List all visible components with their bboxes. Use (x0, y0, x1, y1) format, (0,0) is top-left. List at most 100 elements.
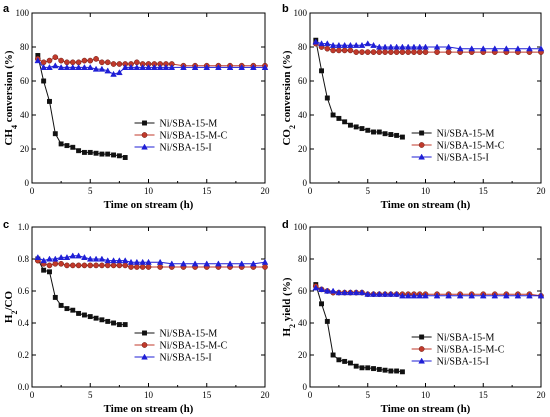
legend-marker (418, 153, 425, 160)
data-point (122, 155, 128, 160)
data-point (537, 45, 545, 52)
data-point (93, 262, 99, 269)
data-point (46, 63, 53, 70)
data-point (336, 357, 342, 363)
data-point (456, 292, 464, 299)
x-tick-label: 0 (30, 390, 35, 400)
legend: Ni/SBA-15-MNi/SBA-15-M-CNi/SBA-15-I (134, 329, 228, 364)
data-point (445, 49, 452, 55)
legend: Ni/SBA-15-MNi/SBA-15-M-CNi/SBA-15-I (411, 129, 505, 164)
y-tick-label: 40 (298, 318, 308, 328)
legend-label: Ni/SBA-15-I (437, 357, 489, 368)
data-point (393, 43, 400, 50)
data-point (46, 255, 53, 262)
data-point (122, 262, 129, 269)
data-point (191, 63, 199, 70)
data-point (388, 49, 394, 55)
data-point (387, 43, 395, 50)
data-point (87, 262, 94, 269)
data-point (394, 132, 400, 138)
y-axis-title: CH4 conversion (%) (3, 50, 19, 145)
data-point (381, 43, 389, 50)
y-tick-label: 40 (20, 110, 30, 120)
data-point (110, 257, 117, 264)
data-point (422, 49, 429, 55)
y-tick-label: 60 (298, 76, 308, 86)
series-Ni/SBA-15-M-C (34, 54, 268, 69)
data-point (347, 41, 354, 48)
data-point (116, 69, 123, 76)
data-point (456, 45, 464, 52)
data-point (330, 352, 336, 358)
data-point (318, 285, 325, 292)
data-point (57, 63, 65, 70)
x-tick-label: 20 (537, 186, 547, 196)
data-point (87, 314, 93, 320)
data-point (324, 45, 331, 52)
data-point (381, 290, 389, 297)
x-tick-label: 15 (202, 186, 212, 196)
data-point (410, 43, 418, 50)
data-point (479, 45, 487, 52)
data-point (98, 65, 106, 72)
legend-label: Ni/SBA-15-M-C (160, 131, 228, 142)
data-point (139, 258, 146, 265)
data-point (70, 307, 76, 313)
data-point (364, 40, 372, 47)
data-point (262, 264, 268, 270)
x-tick-label: 0 (308, 186, 313, 196)
data-point (352, 289, 360, 296)
series-Ni/SBA-15-I (34, 57, 269, 77)
x-tick-label: 10 (421, 390, 431, 400)
data-point (76, 148, 82, 154)
data-point (261, 63, 269, 70)
data-point (503, 45, 510, 52)
data-point (111, 152, 116, 158)
data-point (399, 369, 405, 375)
data-point (364, 49, 371, 55)
data-point (388, 132, 394, 138)
data-point (57, 253, 65, 260)
y-tick-label: 0.2 (18, 350, 29, 360)
series-line (37, 55, 126, 158)
data-point (40, 63, 47, 70)
legend-marker (142, 120, 147, 126)
data-point (526, 45, 533, 52)
x-tick-label: 5 (88, 186, 93, 196)
data-point (324, 318, 330, 324)
data-point (75, 252, 82, 259)
data-point (51, 255, 59, 262)
data-point (99, 262, 105, 269)
data-point (330, 47, 336, 54)
data-point (156, 63, 164, 70)
data-point (370, 290, 377, 297)
data-point (226, 63, 234, 70)
data-point (537, 292, 545, 299)
data-point (353, 49, 360, 55)
data-point (410, 292, 418, 299)
data-point (261, 258, 269, 265)
data-point (365, 127, 371, 133)
data-point (75, 262, 82, 269)
data-point (81, 262, 88, 269)
y-tick-label: 0 (303, 382, 308, 392)
data-point (382, 49, 388, 55)
data-point (81, 149, 87, 155)
data-point (41, 78, 47, 84)
series-line (315, 40, 403, 138)
data-point (139, 264, 146, 270)
data-point (116, 322, 122, 328)
data-point (468, 45, 476, 52)
data-point (139, 63, 146, 70)
chart-panel-a: a 0 5 10 15 20 0 20 40 60 80 100 Time on stream (h) C… (3, 3, 270, 211)
y-tick-label: 0 (303, 178, 308, 188)
data-point (168, 260, 176, 267)
data-point (422, 292, 429, 299)
legend-marker (419, 130, 425, 136)
x-tick-label: 5 (366, 186, 371, 196)
data-point (376, 129, 382, 135)
data-point (375, 43, 383, 50)
data-point (58, 57, 64, 64)
data-point (364, 290, 372, 297)
data-point (238, 260, 246, 267)
